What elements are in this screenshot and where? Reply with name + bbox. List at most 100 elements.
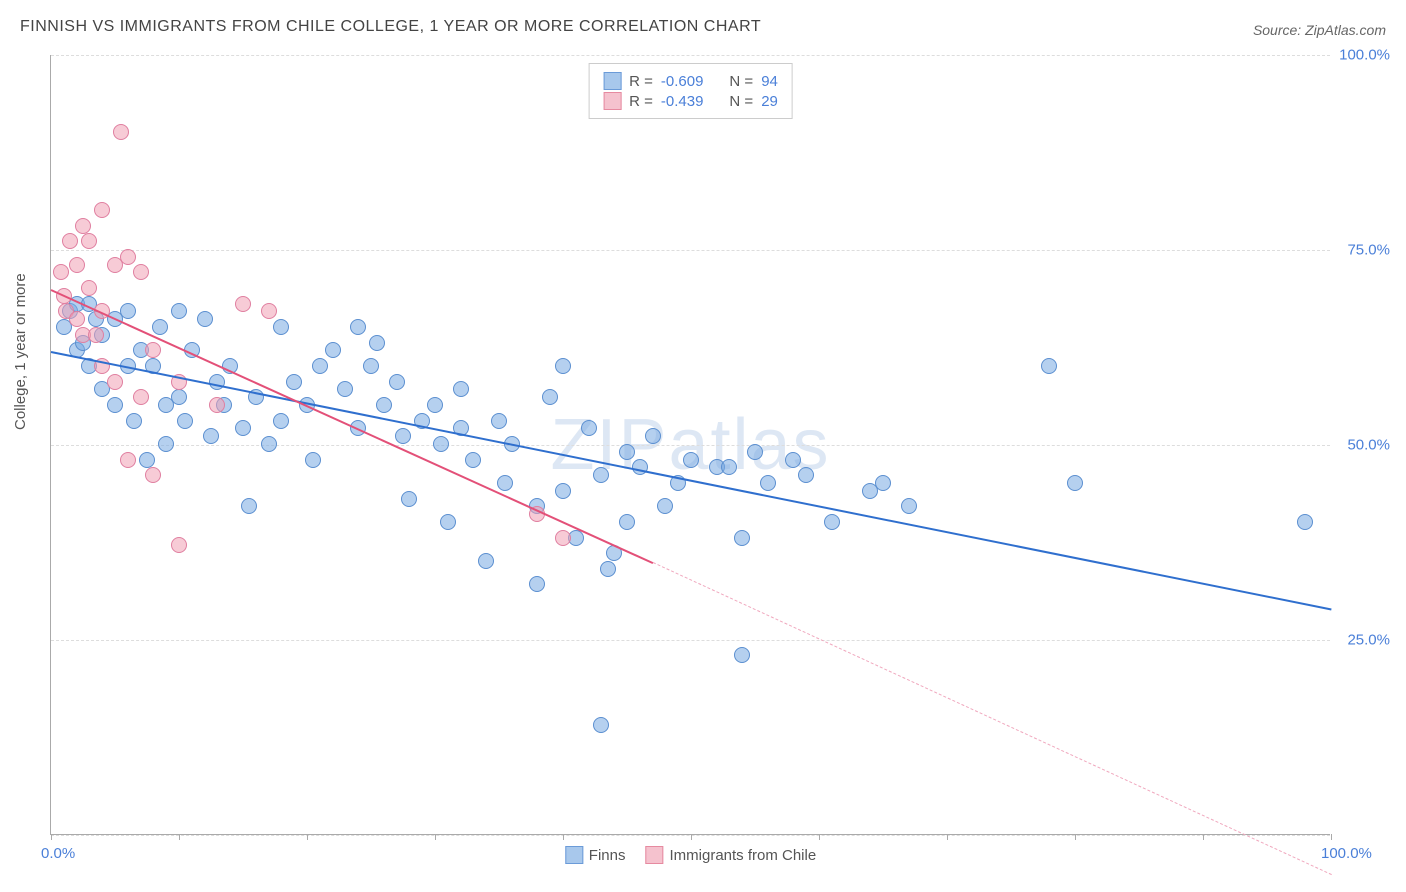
- data-point: [619, 444, 635, 460]
- scatter-plot: ZIPatlas R = -0.609 N = 94 R = -0.439 N …: [50, 55, 1330, 835]
- data-point: [139, 452, 155, 468]
- r-value: -0.439: [661, 93, 704, 110]
- data-point: [497, 475, 513, 491]
- data-point: [529, 576, 545, 592]
- data-point: [145, 467, 161, 483]
- data-point: [433, 436, 449, 452]
- data-point: [107, 374, 123, 390]
- data-point: [120, 303, 136, 319]
- trend-line: [652, 562, 1331, 875]
- data-point: [453, 381, 469, 397]
- legend-label: Immigrants from Chile: [669, 847, 816, 864]
- data-point: [75, 218, 91, 234]
- data-point: [261, 303, 277, 319]
- data-point: [785, 452, 801, 468]
- data-point: [337, 381, 353, 397]
- x-tick: [51, 834, 52, 840]
- data-point: [491, 413, 507, 429]
- x-tick: [819, 834, 820, 840]
- data-point: [158, 436, 174, 452]
- data-point: [395, 428, 411, 444]
- data-point: [133, 264, 149, 280]
- r-label: R =: [629, 73, 653, 90]
- gridline: [51, 55, 1330, 56]
- data-point: [1297, 514, 1313, 530]
- data-point: [440, 514, 456, 530]
- data-point: [478, 553, 494, 569]
- data-point: [734, 647, 750, 663]
- data-point: [145, 342, 161, 358]
- gridline: [51, 640, 1330, 641]
- legend-label: Finns: [589, 847, 626, 864]
- data-point: [555, 530, 571, 546]
- data-point: [261, 436, 277, 452]
- data-point: [286, 374, 302, 390]
- data-point: [53, 264, 69, 280]
- trend-line: [51, 351, 1331, 610]
- x-tick-label: 0.0%: [41, 845, 75, 862]
- gridline: [51, 445, 1330, 446]
- y-tick-label: 50.0%: [1347, 437, 1390, 454]
- data-point: [593, 717, 609, 733]
- data-point: [581, 420, 597, 436]
- data-point: [555, 358, 571, 374]
- data-point: [171, 389, 187, 405]
- x-tick: [947, 834, 948, 840]
- data-point: [619, 514, 635, 530]
- data-point: [657, 498, 673, 514]
- data-point: [120, 452, 136, 468]
- x-tick: [307, 834, 308, 840]
- data-point: [600, 561, 616, 577]
- x-tick-label: 100.0%: [1321, 845, 1372, 862]
- data-point: [376, 397, 392, 413]
- source-attribution: Source: ZipAtlas.com: [1253, 22, 1386, 38]
- data-point: [235, 296, 251, 312]
- y-axis-label: College, 1 year or more: [12, 273, 29, 430]
- n-value: 29: [761, 93, 778, 110]
- data-point: [875, 475, 891, 491]
- data-point: [555, 483, 571, 499]
- x-tick: [1331, 834, 1332, 840]
- data-point: [305, 452, 321, 468]
- n-value: 94: [761, 73, 778, 90]
- data-point: [389, 374, 405, 390]
- n-label: N =: [729, 73, 753, 90]
- correlation-legend: R = -0.609 N = 94 R = -0.439 N = 29: [588, 63, 793, 119]
- data-point: [209, 397, 225, 413]
- x-tick: [435, 834, 436, 840]
- data-point: [369, 335, 385, 351]
- data-point: [81, 233, 97, 249]
- data-point: [312, 358, 328, 374]
- data-point: [94, 202, 110, 218]
- data-point: [107, 397, 123, 413]
- r-label: R =: [629, 93, 653, 110]
- data-point: [325, 342, 341, 358]
- data-point: [542, 389, 558, 405]
- swatch-icon: [645, 846, 663, 864]
- data-point: [798, 467, 814, 483]
- r-value: -0.609: [661, 73, 704, 90]
- series-legend: Finns Immigrants from Chile: [565, 846, 816, 864]
- data-point: [273, 319, 289, 335]
- legend-item: Immigrants from Chile: [645, 846, 816, 864]
- legend-item: Finns: [565, 846, 626, 864]
- data-point: [350, 319, 366, 335]
- data-point: [203, 428, 219, 444]
- x-tick: [1203, 834, 1204, 840]
- chart-title: FINNISH VS IMMIGRANTS FROM CHILE COLLEGE…: [20, 18, 761, 36]
- data-point: [241, 498, 257, 514]
- data-point: [734, 530, 750, 546]
- data-point: [133, 389, 149, 405]
- y-tick-label: 25.0%: [1347, 632, 1390, 649]
- data-point: [126, 413, 142, 429]
- data-point: [152, 319, 168, 335]
- swatch-icon: [565, 846, 583, 864]
- data-point: [113, 124, 129, 140]
- data-point: [1067, 475, 1083, 491]
- data-point: [747, 444, 763, 460]
- data-point: [683, 452, 699, 468]
- data-point: [171, 303, 187, 319]
- data-point: [273, 413, 289, 429]
- data-point: [81, 280, 97, 296]
- data-point: [363, 358, 379, 374]
